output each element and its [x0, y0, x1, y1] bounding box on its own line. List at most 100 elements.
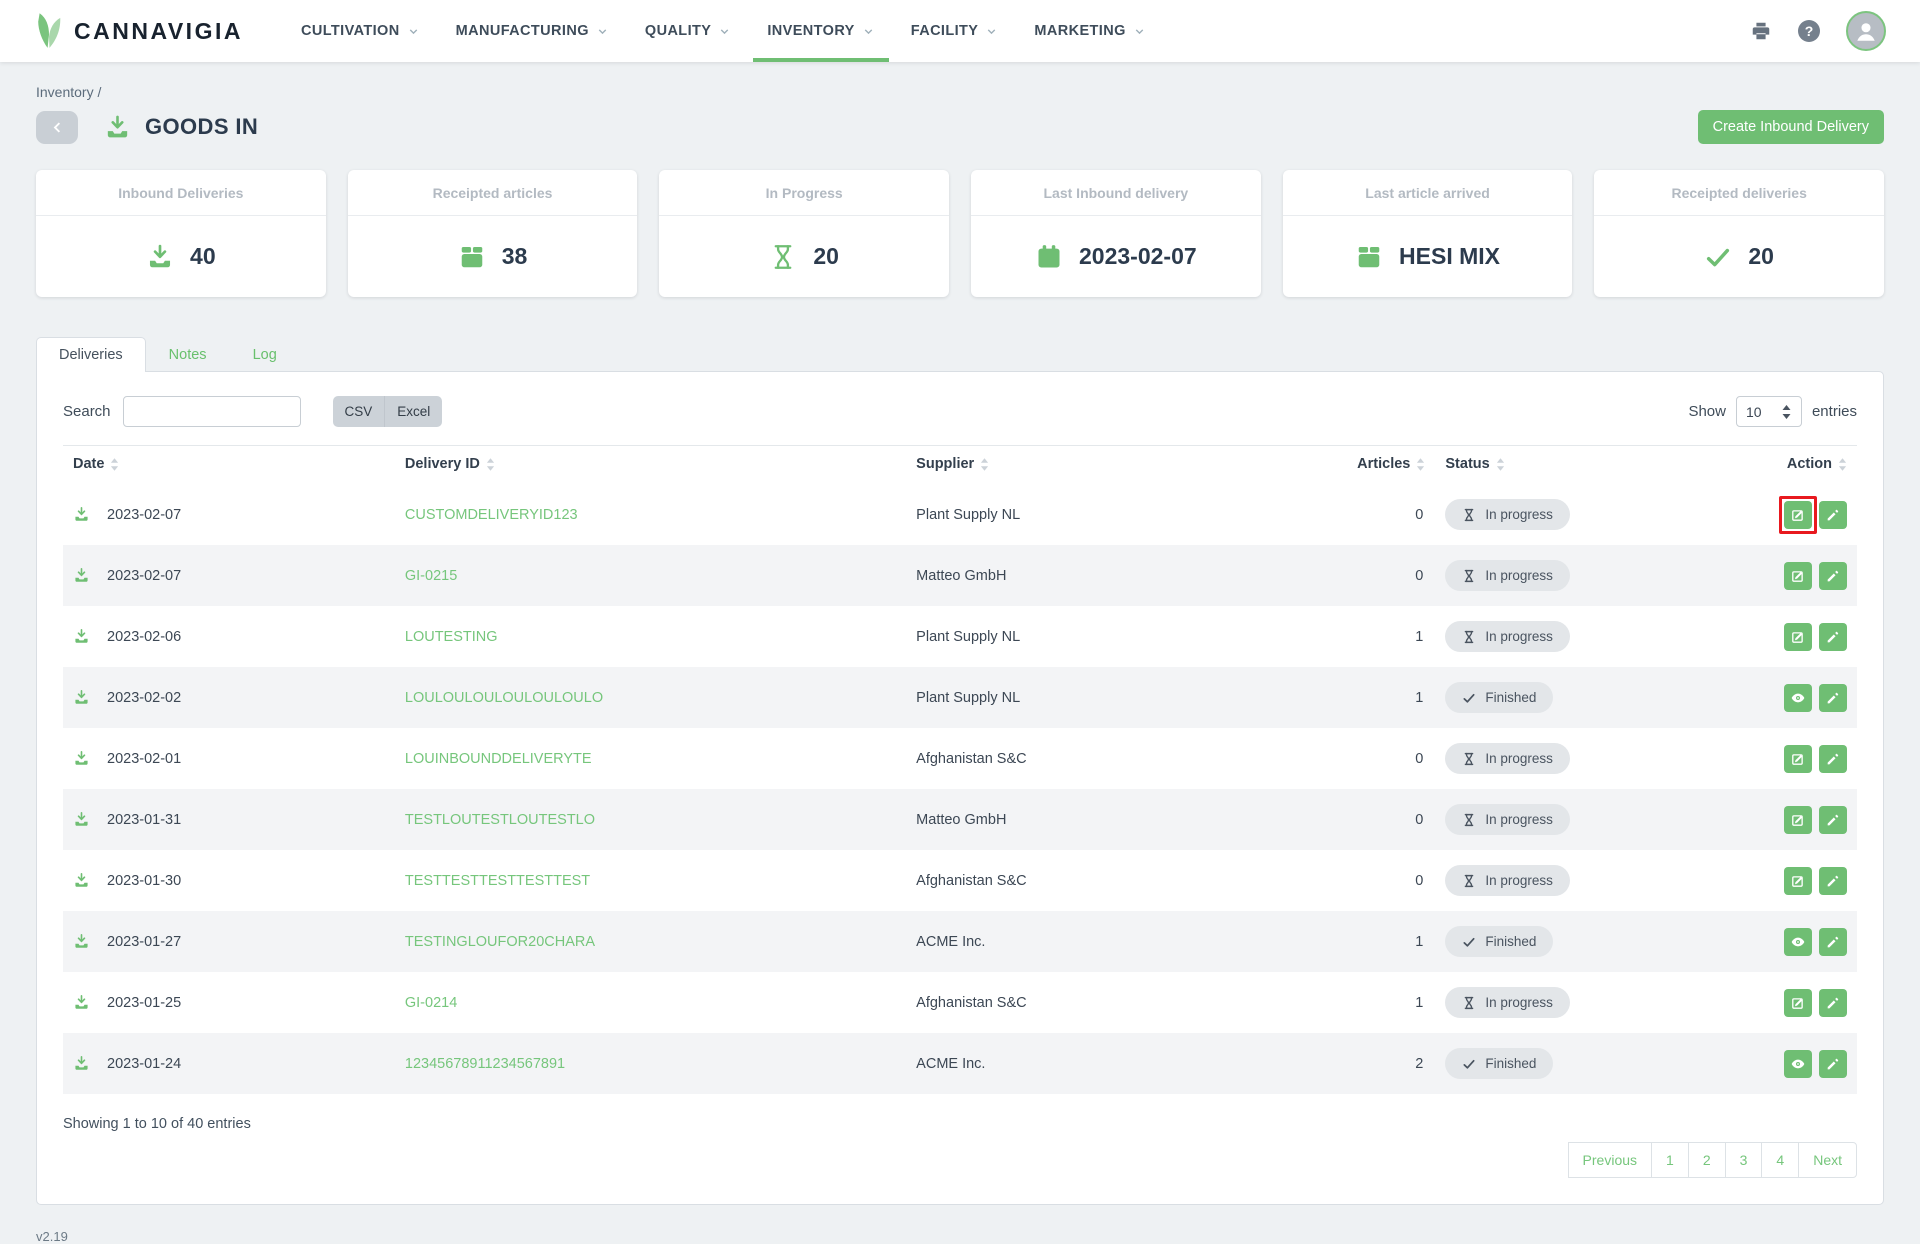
delivery-id-cell: 12345678911234567891: [395, 1033, 906, 1094]
sort-icon: [1838, 458, 1847, 471]
note-delivery-button[interactable]: [1819, 745, 1847, 773]
print-icon[interactable]: [1750, 20, 1772, 42]
status-label: In progress: [1485, 873, 1553, 888]
status-cell: Finished: [1435, 667, 1713, 728]
delivery-id-link[interactable]: GI-0215: [405, 568, 457, 584]
entries-label: entries: [1812, 403, 1857, 420]
stat-card-value: 38: [502, 243, 528, 270]
pagination-button[interactable]: Next: [1798, 1142, 1857, 1178]
note-delivery-button[interactable]: [1819, 684, 1847, 712]
delivery-id-cell: CUSTOMDELIVERYID123: [395, 484, 906, 545]
column-header[interactable]: Articles: [1337, 446, 1436, 485]
check-icon: [1462, 935, 1476, 949]
date-value: 2023-01-27: [107, 934, 181, 950]
delivery-id-link[interactable]: LOULOULOULOULOULOULO: [405, 690, 603, 706]
edit-delivery-button[interactable]: [1784, 501, 1812, 529]
articles-cell: 1: [1337, 606, 1436, 667]
person-icon: [1853, 18, 1879, 44]
tab[interactable]: Deliveries: [36, 337, 146, 372]
edit-delivery-button[interactable]: [1784, 867, 1812, 895]
delivery-id-link[interactable]: TESTTESTTESTTESTTEST: [405, 873, 590, 889]
action-cell: [1713, 972, 1857, 1033]
articles-cell: 1: [1337, 667, 1436, 728]
tab[interactable]: Notes: [146, 337, 230, 372]
note-delivery-button[interactable]: [1819, 562, 1847, 590]
delivery-id-cell: LOUTESTING: [395, 606, 906, 667]
view-delivery-button[interactable]: [1784, 684, 1812, 712]
view-delivery-button[interactable]: [1784, 928, 1812, 956]
highlight-box: [1779, 1045, 1817, 1083]
delivery-id-link[interactable]: TESTLOUTESTLOUTESTLO: [405, 812, 595, 828]
note-delivery-button[interactable]: [1819, 623, 1847, 651]
page-size-select[interactable]: 10: [1736, 396, 1802, 427]
date-cell: 2023-01-27: [63, 911, 395, 972]
edit-delivery-button[interactable]: [1784, 562, 1812, 590]
pagination-button[interactable]: Previous: [1568, 1142, 1652, 1178]
edit-delivery-button[interactable]: [1784, 745, 1812, 773]
tab-bar: Deliveries Notes Log: [36, 337, 1884, 371]
note-delivery-button[interactable]: [1819, 806, 1847, 834]
pagination-button[interactable]: 1: [1651, 1142, 1689, 1178]
articles-cell: 2: [1337, 1033, 1436, 1094]
stepper-arrows-icon: [1781, 405, 1792, 419]
status-badge: In progress: [1445, 743, 1570, 774]
pagination-button[interactable]: 4: [1761, 1142, 1799, 1178]
note-delivery-button[interactable]: [1819, 989, 1847, 1017]
column-header[interactable]: Supplier: [906, 446, 1337, 485]
stat-card-title: Inbound Deliveries: [36, 170, 326, 216]
note-delivery-button[interactable]: [1819, 501, 1847, 529]
stat-card-title: Last Inbound delivery: [971, 170, 1261, 216]
user-avatar[interactable]: [1846, 11, 1886, 51]
delivery-id-link[interactable]: CUSTOMDELIVERYID123: [405, 507, 578, 523]
nav-item[interactable]: FACILITY: [897, 0, 1013, 62]
view-delivery-button[interactable]: [1784, 1050, 1812, 1078]
breadcrumb[interactable]: Inventory /: [36, 84, 1884, 100]
hourglass-icon: [1462, 813, 1476, 827]
column-header[interactable]: Status: [1435, 446, 1713, 485]
nav-item[interactable]: QUALITY: [631, 0, 745, 62]
column-header[interactable]: Delivery ID: [395, 446, 906, 485]
deliveries-table: Date Delivery ID: [63, 445, 1857, 1094]
date-value: 2023-02-02: [107, 690, 181, 706]
note-delivery-button[interactable]: [1819, 928, 1847, 956]
delivery-id-link[interactable]: LOUTESTING: [405, 629, 498, 645]
export-button[interactable]: CSV: [333, 396, 385, 427]
create-inbound-delivery-button[interactable]: Create Inbound Delivery: [1698, 110, 1884, 144]
column-header[interactable]: Date: [63, 446, 395, 485]
brand-logo[interactable]: CANNAVIGIA: [34, 12, 243, 50]
check-icon: [1462, 691, 1476, 705]
status-label: In progress: [1485, 751, 1553, 766]
delivery-id-link[interactable]: LOUINBOUNDDELIVERYTE: [405, 751, 592, 767]
nav-item[interactable]: CULTIVATION: [287, 0, 434, 62]
highlight-box: [1779, 801, 1817, 839]
delivery-id-link[interactable]: 12345678911234567891: [405, 1056, 565, 1072]
date-value: 2023-01-30: [107, 873, 181, 889]
edit-delivery-button[interactable]: [1784, 989, 1812, 1017]
edit-delivery-button[interactable]: [1784, 623, 1812, 651]
column-header[interactable]: Action: [1713, 446, 1857, 485]
back-button[interactable]: [36, 111, 78, 144]
export-button[interactable]: Excel: [384, 396, 442, 427]
help-icon[interactable]: ?: [1798, 20, 1820, 42]
pagination-button[interactable]: 2: [1688, 1142, 1726, 1178]
note-delivery-button[interactable]: [1819, 867, 1847, 895]
tab[interactable]: Log: [230, 337, 300, 372]
delivery-id-link[interactable]: GI-0214: [405, 995, 457, 1011]
edit-delivery-button[interactable]: [1784, 806, 1812, 834]
goods-in-row-icon: [73, 933, 90, 950]
nav-item[interactable]: INVENTORY: [753, 0, 888, 62]
articles-cell: 1: [1337, 911, 1436, 972]
date-cell: 2023-01-30: [63, 850, 395, 911]
nav-item[interactable]: MANUFACTURING: [442, 0, 623, 62]
edit-square-icon: [1790, 812, 1806, 828]
nav-item[interactable]: MARKETING: [1020, 0, 1159, 62]
delivery-id-cell: LOUINBOUNDDELIVERYTE: [395, 728, 906, 789]
note-delivery-button[interactable]: [1819, 1050, 1847, 1078]
delivery-id-link[interactable]: TESTINGLOUFOR20CHARA: [405, 934, 595, 950]
pencil-icon: [1825, 934, 1841, 950]
edit-square-icon: [1790, 629, 1806, 645]
page-size-value: 10: [1746, 404, 1762, 420]
pagination-button[interactable]: 3: [1725, 1142, 1763, 1178]
supplier-cell: Plant Supply NL: [906, 667, 1337, 728]
search-input[interactable]: [123, 396, 301, 427]
